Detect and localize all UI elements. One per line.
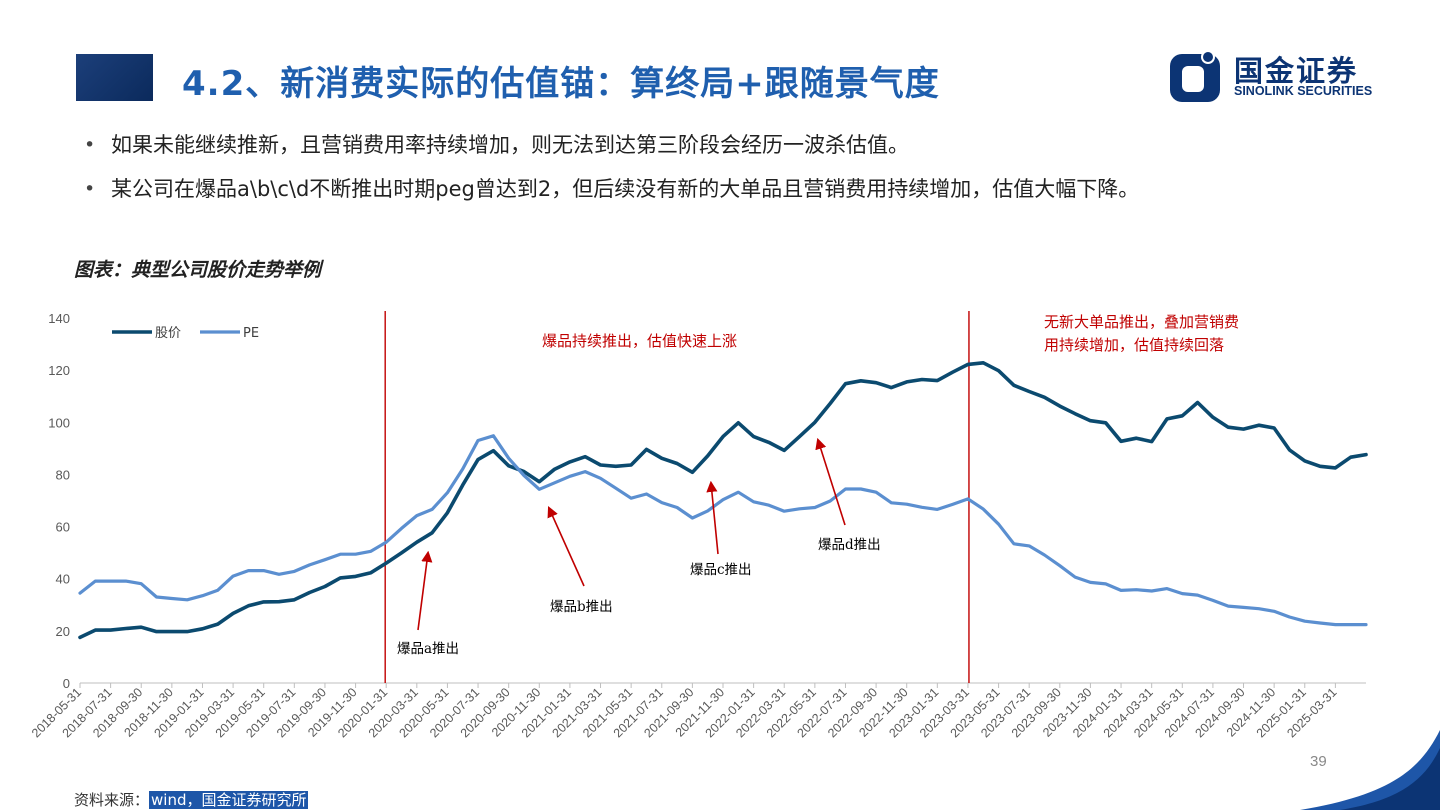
bullet-list: • 如果未能继续推新，且营销费用率持续增加，则无法到达第三阶段会经历一波杀估值。… xyxy=(84,130,1384,218)
annotation-text: 爆品持续推出，估值快速上涨 xyxy=(542,332,737,350)
y-tick-label: 20 xyxy=(56,624,70,639)
y-tick-label: 140 xyxy=(48,311,70,326)
annotation-arrow xyxy=(815,437,846,526)
annotation-arrow xyxy=(547,505,585,587)
bullet-dot-icon: • xyxy=(84,178,96,200)
y-tick-label: 100 xyxy=(48,415,70,430)
product-launch-label: 爆品b推出 xyxy=(550,599,613,615)
legend-label: 股价 xyxy=(155,326,181,341)
chart-title: 图表：典型公司股价走势举例 xyxy=(74,259,322,281)
y-tick-label: 120 xyxy=(48,363,70,378)
page-number: 39 xyxy=(1310,753,1327,770)
annotation-arrow xyxy=(706,480,719,555)
corner-decoration xyxy=(1300,730,1440,810)
title-accent-block xyxy=(76,54,153,101)
source-prefix: 资料来源： xyxy=(74,791,150,809)
y-tick-label: 60 xyxy=(56,520,70,535)
series-line xyxy=(78,361,1368,640)
legend-label: PE xyxy=(243,326,259,341)
series-line xyxy=(78,434,1368,627)
annotation-arrow xyxy=(417,550,433,631)
logo-name-cn: 国金证券 xyxy=(1234,54,1359,88)
product-launch-label: 爆品d推出 xyxy=(818,537,881,553)
product-launch-label: 爆品c推出 xyxy=(690,562,752,578)
logo-name-en: SINOLINK SECURITIES xyxy=(1234,84,1373,98)
y-tick-label: 80 xyxy=(56,467,70,482)
bullet-text: 某公司在爆品a\b\c\d不断推出时期peg曾达到2，但后续没有新的大单品且营销… xyxy=(111,177,1140,201)
y-tick-label: 0 xyxy=(63,676,70,691)
bullet-dot-icon: • xyxy=(84,134,96,156)
bullet-item: • 某公司在爆品a\b\c\d不断推出时期peg曾达到2，但后续没有新的大单品且… xyxy=(84,174,1384,204)
company-logo: 国金证券 SINOLINK SECURITIES xyxy=(1168,46,1408,104)
bullet-text: 如果未能继续推新，且营销费用率持续增加，则无法到达第三阶段会经历一波杀估值。 xyxy=(111,133,909,157)
bullet-item: • 如果未能继续推新，且营销费用率持续增加，则无法到达第三阶段会经历一波杀估值。 xyxy=(84,130,1384,160)
product-launch-label: 爆品a推出 xyxy=(397,641,459,657)
source-note: 资料来源： wind，国金证券研究所 xyxy=(74,789,309,810)
logo-mark-icon xyxy=(1170,50,1220,102)
annotation-text: 无新大单品推出，叠加营销费 xyxy=(1044,313,1239,331)
annotation-text: 用持续增加，估值持续回落 xyxy=(1044,336,1224,354)
page-title: 4.2、新消费实际的估值锚：算终局+跟随景气度 xyxy=(182,64,940,104)
y-tick-label: 40 xyxy=(56,572,70,587)
source-highlight: wind，国金证券研究所 xyxy=(149,791,309,809)
